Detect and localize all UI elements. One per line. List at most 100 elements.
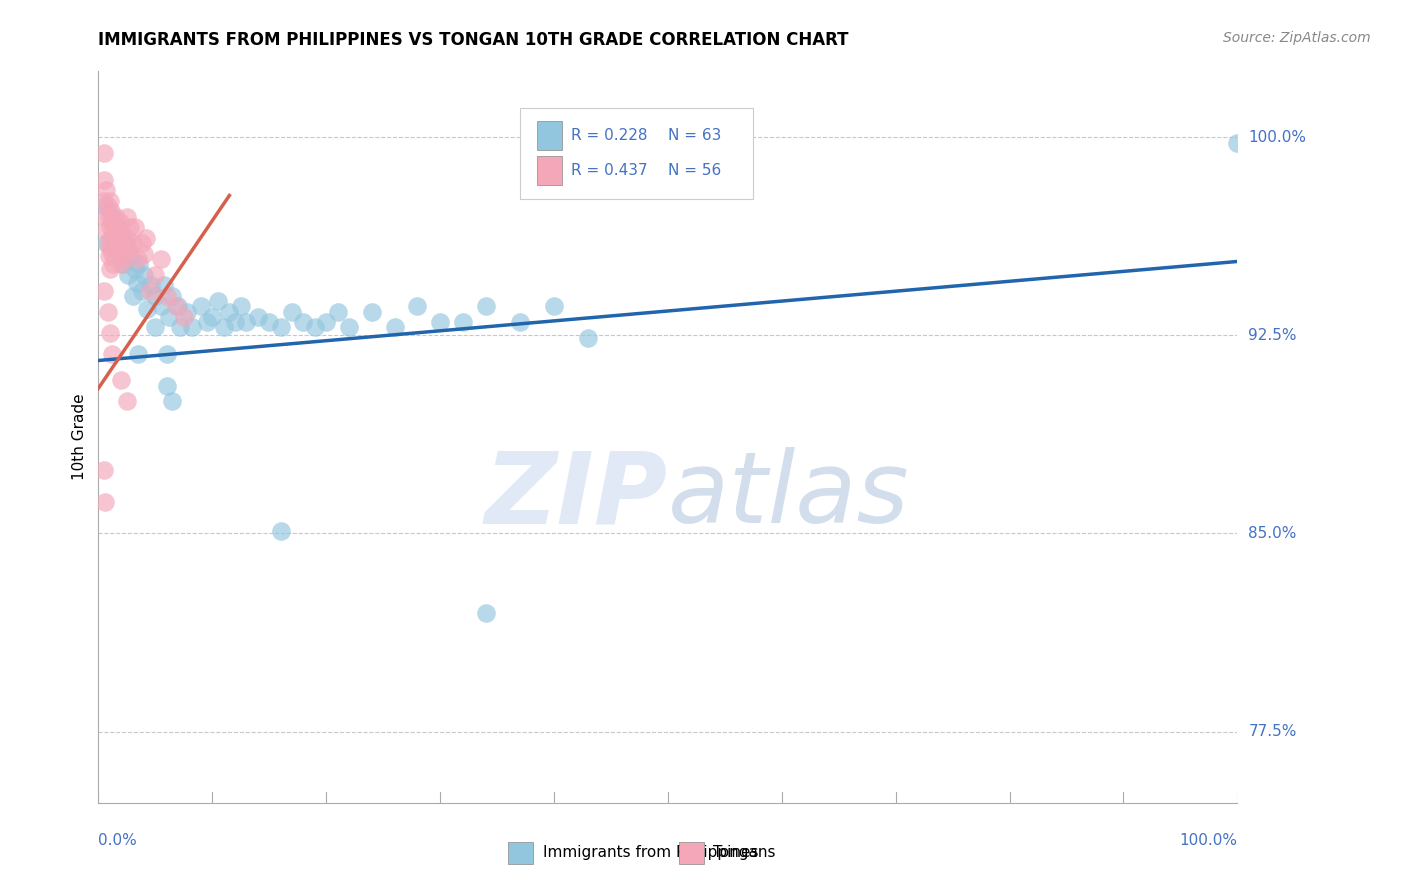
Point [103,226,125,240]
FancyBboxPatch shape [679,841,704,863]
Point [1226,136,1249,150]
Point [176,304,198,318]
Point [156,378,179,392]
Point [246,310,269,324]
Point [98,262,121,277]
Point [107,230,129,244]
Point [111,241,134,255]
Point [93,199,115,213]
Point [112,257,135,271]
Point [157,310,180,324]
Point [108,223,131,237]
Point [136,301,159,316]
Point [201,310,224,324]
Point [94,495,117,509]
Point [127,347,149,361]
Point [103,235,125,250]
Point [190,299,212,313]
Point [110,226,132,240]
Point [304,320,326,334]
Point [229,299,252,313]
Point [104,210,127,224]
Point [101,210,124,224]
Point [156,289,179,303]
Point [96,235,118,250]
Point [108,241,131,255]
Y-axis label: 10th Grade: 10th Grade [72,393,87,481]
Point [105,220,128,235]
Point [93,172,115,186]
Point [543,299,565,313]
Text: R = 0.437: R = 0.437 [571,163,648,178]
Text: N = 56: N = 56 [668,163,721,178]
Point [117,241,139,255]
Point [96,199,118,213]
Text: 92.5%: 92.5% [1249,328,1296,343]
Point [132,246,155,260]
FancyBboxPatch shape [509,841,533,863]
Point [259,315,281,329]
Point [145,268,167,282]
Point [406,299,429,313]
Point [96,183,118,197]
Point [101,215,124,229]
Text: R = 0.228: R = 0.228 [571,128,648,144]
Point [120,220,142,235]
Text: ZIP: ZIP [485,447,668,544]
Point [93,146,115,161]
Text: N = 63: N = 63 [668,128,721,144]
Point [162,394,184,409]
Point [150,299,173,313]
Point [150,252,173,266]
Point [169,320,191,334]
Point [145,289,167,303]
Point [138,284,160,298]
Point [162,289,184,303]
Point [98,220,121,235]
Point [98,326,121,340]
Point [207,294,229,309]
Point [132,268,155,282]
Point [103,257,125,271]
Point [451,315,474,329]
Point [474,606,496,620]
Point [93,284,115,298]
Point [101,246,124,260]
Point [114,246,136,260]
Point [218,304,240,318]
Text: 77.5%: 77.5% [1249,724,1296,739]
Point [360,304,382,318]
Point [135,230,157,244]
Point [173,310,195,324]
Point [96,223,118,237]
Point [104,241,127,255]
Text: 100.0%: 100.0% [1249,130,1306,145]
Point [384,320,406,334]
Point [124,262,146,277]
Text: IMMIGRANTS FROM PHILIPPINES VS TONGAN 10TH GRADE CORRELATION CHART: IMMIGRANTS FROM PHILIPPINES VS TONGAN 10… [98,31,849,49]
Point [474,299,496,313]
Point [115,230,138,244]
Point [127,252,149,266]
Text: Immigrants from Philippines: Immigrants from Philippines [543,845,758,860]
Text: atlas: atlas [668,447,910,544]
Point [167,299,190,313]
Point [127,276,149,290]
Text: 85.0%: 85.0% [1249,526,1296,541]
Point [114,235,136,250]
Point [93,463,115,477]
Point [110,373,132,387]
Point [114,235,136,250]
Text: 100.0%: 100.0% [1180,833,1237,848]
Point [131,284,153,298]
Point [112,252,135,266]
Point [509,315,531,329]
Point [110,249,132,263]
Point [97,210,120,224]
Point [165,299,187,313]
Point [93,194,115,208]
Point [96,235,118,250]
Point [98,194,121,208]
Point [128,257,150,271]
Point [98,241,121,255]
